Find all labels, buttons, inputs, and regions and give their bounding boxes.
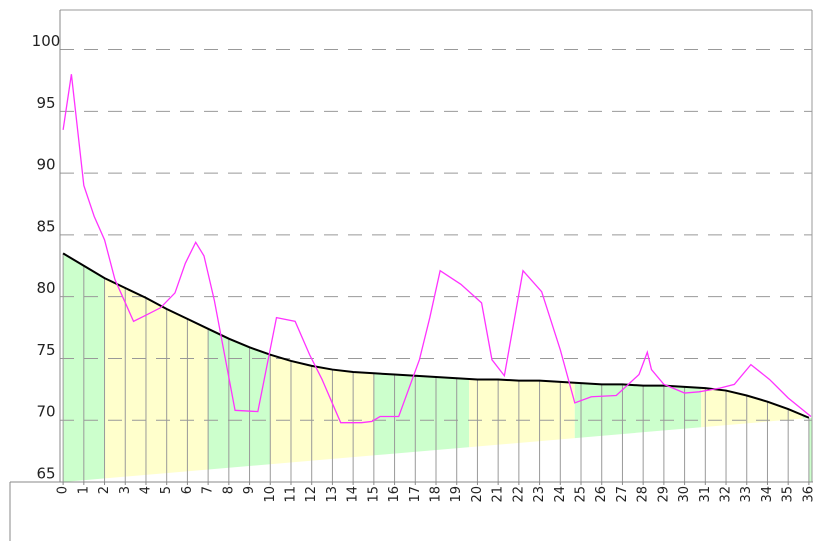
- y-tick-label: 65: [36, 465, 55, 483]
- x-tick-label: 34: [760, 486, 775, 503]
- x-tick-label: 30: [677, 486, 692, 503]
- x-tick-label: 28: [636, 486, 651, 503]
- region: [373, 253, 470, 482]
- x-tick-label: 5: [159, 486, 174, 494]
- x-tick-label: 11: [283, 486, 298, 503]
- x-tick-label: 22: [511, 486, 526, 503]
- x-tick-label: 16: [387, 486, 402, 503]
- y-tick-label: 80: [36, 279, 55, 297]
- x-tick-label: 6: [180, 486, 195, 494]
- x-tick-label: 23: [532, 486, 547, 503]
- x-tick-label: 31: [698, 486, 713, 503]
- x-tick-label: 18: [429, 486, 444, 503]
- x-tick-label: 10: [263, 486, 278, 503]
- x-tick-label: 29: [656, 486, 671, 503]
- x-tick-label: 7: [201, 486, 216, 494]
- y-tick-label: 90: [36, 156, 55, 174]
- x-tick-label: 35: [781, 486, 796, 503]
- x-tick-label: 9: [242, 486, 257, 494]
- region: [574, 253, 702, 482]
- x-tick-label: 2: [97, 486, 112, 494]
- x-tick-label: 14: [346, 486, 361, 503]
- region: [469, 253, 575, 482]
- y-tick-label: 95: [36, 94, 55, 112]
- x-tick-label: 3: [118, 486, 133, 494]
- x-tick-label: 0: [56, 486, 71, 494]
- regions: [63, 253, 812, 482]
- x-tick-label: 15: [366, 486, 381, 503]
- x-tick-label: 33: [739, 486, 754, 503]
- y-tick-label: 75: [36, 341, 55, 359]
- y-tick-label: 85: [36, 217, 55, 235]
- region: [701, 253, 803, 482]
- x-tick-label: 36: [801, 486, 813, 503]
- x-tick-label: 27: [615, 486, 630, 503]
- x-tick-label: 17: [408, 486, 423, 503]
- x-tick-label: 24: [553, 486, 568, 503]
- plot: [60, 49, 812, 485]
- x-tick-label: 19: [449, 486, 464, 503]
- region: [270, 253, 374, 482]
- x-tick-label: 25: [574, 486, 589, 503]
- series-line: [62, 74, 812, 424]
- x-tick-label: 1: [76, 486, 91, 494]
- x-tick-label: 12: [304, 486, 319, 503]
- x-tick-label: 26: [594, 486, 609, 503]
- x-tick-label: 4: [138, 486, 153, 494]
- x-tick-label: 32: [719, 486, 734, 503]
- x-tick-label: 13: [325, 486, 340, 503]
- y-tick-label: 100: [32, 32, 61, 50]
- y-tick-label: 70: [36, 403, 55, 421]
- x-tick-label: 20: [470, 486, 485, 503]
- x-tick-label: 8: [221, 486, 236, 494]
- series-line: [62, 252, 810, 419]
- region: [104, 253, 209, 482]
- x-tick-label: 21: [491, 486, 506, 503]
